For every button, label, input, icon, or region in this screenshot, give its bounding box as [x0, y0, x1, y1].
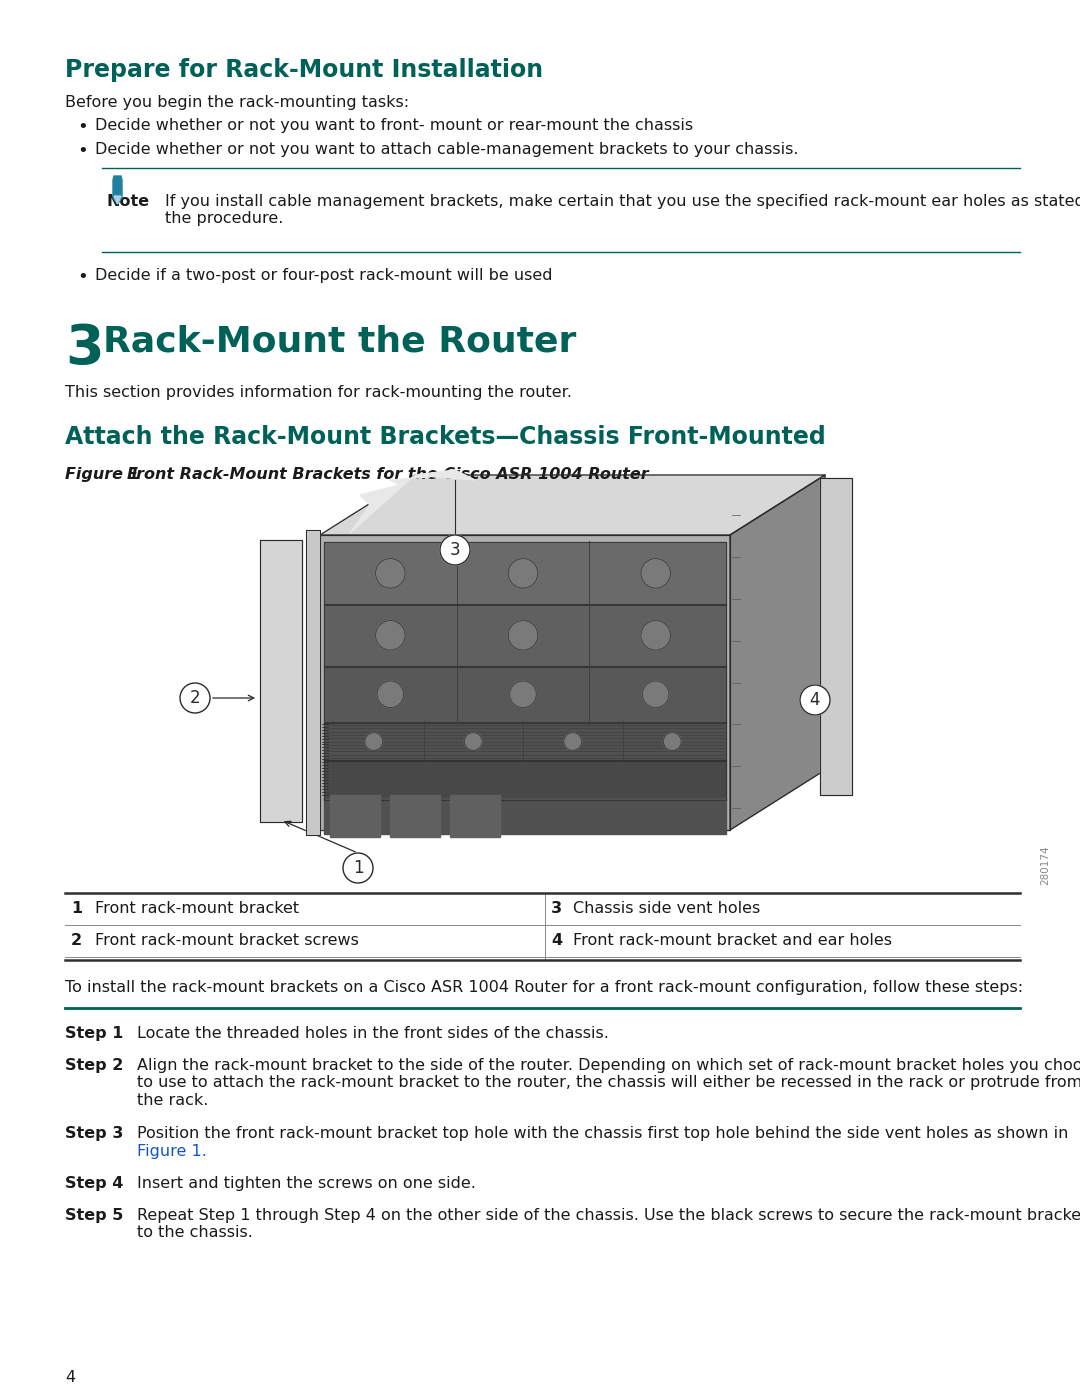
Polygon shape	[324, 666, 726, 722]
Text: Note: Note	[107, 194, 150, 210]
Text: Step 4: Step 4	[65, 1176, 123, 1192]
Text: 2: 2	[190, 689, 200, 707]
Circle shape	[509, 559, 538, 588]
Text: Step 5: Step 5	[65, 1208, 123, 1222]
Circle shape	[564, 732, 582, 750]
Text: If you install cable management brackets, make certain that you use the specifie: If you install cable management brackets…	[165, 194, 1080, 226]
Text: Step 2: Step 2	[65, 1058, 123, 1073]
Polygon shape	[114, 196, 121, 204]
Text: Insert and tighten the screws on one side.: Insert and tighten the screws on one sid…	[137, 1176, 476, 1192]
Text: 4: 4	[551, 933, 562, 949]
Text: Front rack-mount bracket and ear holes: Front rack-mount bracket and ear holes	[573, 933, 892, 949]
Polygon shape	[113, 176, 122, 204]
Text: Chassis side vent holes: Chassis side vent holes	[573, 901, 760, 916]
Text: •: •	[77, 117, 87, 136]
Circle shape	[640, 559, 671, 588]
Circle shape	[365, 732, 382, 750]
Text: Repeat Step 1 through Step 4 on the other side of the chassis. Use the black scr: Repeat Step 1 through Step 4 on the othe…	[137, 1208, 1080, 1241]
Text: 3: 3	[551, 901, 562, 916]
Text: Front rack-mount bracket: Front rack-mount bracket	[95, 901, 299, 916]
Circle shape	[376, 620, 405, 650]
Text: 1: 1	[71, 901, 82, 916]
Polygon shape	[324, 542, 726, 605]
Polygon shape	[320, 475, 825, 535]
Text: Front rack-mount bracket screws: Front rack-mount bracket screws	[95, 933, 359, 949]
Text: Rack-Mount the Router: Rack-Mount the Router	[103, 326, 577, 359]
Circle shape	[643, 680, 669, 707]
Circle shape	[440, 535, 470, 564]
Circle shape	[377, 680, 404, 707]
Polygon shape	[260, 541, 302, 821]
Polygon shape	[320, 535, 730, 830]
Polygon shape	[390, 795, 440, 837]
Circle shape	[663, 732, 681, 750]
Circle shape	[800, 685, 831, 715]
Text: This section provides information for rack-mounting the router.: This section provides information for ra…	[65, 386, 572, 400]
Text: 3: 3	[65, 321, 104, 376]
Circle shape	[464, 732, 482, 750]
Text: 4: 4	[65, 1370, 76, 1384]
Text: Step 3: Step 3	[65, 1126, 123, 1141]
Text: Position the front rack-mount bracket top hole with the chassis first top hole b: Position the front rack-mount bracket to…	[137, 1126, 1068, 1158]
Polygon shape	[730, 475, 825, 830]
Text: Decide if a two-post or four-post rack-mount will be used: Decide if a two-post or four-post rack-m…	[95, 268, 553, 284]
Polygon shape	[324, 760, 726, 799]
Polygon shape	[350, 469, 475, 534]
Circle shape	[343, 854, 373, 883]
Polygon shape	[324, 722, 726, 761]
Circle shape	[180, 683, 210, 712]
Text: 280174: 280174	[1040, 845, 1050, 884]
Text: 1: 1	[353, 859, 363, 877]
Text: Decide whether or not you want to front- mount or rear-mount the chassis: Decide whether or not you want to front-…	[95, 117, 693, 133]
Text: •: •	[77, 142, 87, 161]
Text: Figure 1.: Figure 1.	[137, 1144, 207, 1160]
Circle shape	[640, 620, 671, 650]
Text: Align the rack-mount bracket to the side of the router. Depending on which set o: Align the rack-mount bracket to the side…	[137, 1058, 1080, 1108]
Text: Locate the threaded holes in the front sides of the chassis.: Locate the threaded holes in the front s…	[137, 1025, 609, 1041]
Text: Before you begin the rack-mounting tasks:: Before you begin the rack-mounting tasks…	[65, 95, 409, 110]
Text: Step 1: Step 1	[65, 1025, 123, 1041]
Text: •: •	[77, 268, 87, 286]
Polygon shape	[450, 795, 500, 837]
Text: Prepare for Rack-Mount Installation: Prepare for Rack-Mount Installation	[65, 59, 543, 82]
Circle shape	[376, 559, 405, 588]
Polygon shape	[324, 604, 726, 666]
Text: 2: 2	[71, 933, 82, 949]
Text: 3: 3	[449, 541, 460, 559]
Polygon shape	[820, 478, 852, 795]
Polygon shape	[330, 795, 380, 837]
Circle shape	[509, 620, 538, 650]
Text: Figure 1: Figure 1	[65, 467, 139, 482]
Polygon shape	[324, 798, 726, 834]
Text: Attach the Rack-Mount Brackets—Chassis Front-Mounted: Attach the Rack-Mount Brackets—Chassis F…	[65, 425, 826, 448]
Text: Front Rack-Mount Brackets for the Cisco ASR 1004 Router: Front Rack-Mount Brackets for the Cisco …	[127, 467, 649, 482]
Text: To install the rack-mount brackets on a Cisco ASR 1004 Router for a front rack-m: To install the rack-mount brackets on a …	[65, 981, 1023, 995]
Polygon shape	[306, 529, 320, 835]
Text: 4: 4	[810, 692, 820, 710]
Text: Decide whether or not you want to attach cable-management brackets to your chass: Decide whether or not you want to attach…	[95, 142, 798, 156]
Circle shape	[510, 680, 537, 707]
